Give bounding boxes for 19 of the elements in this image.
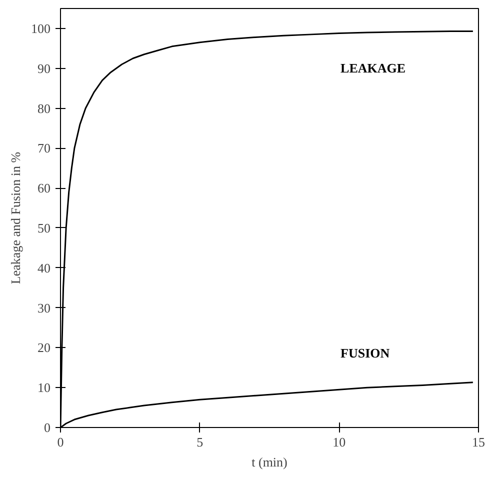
x-tick-label: 0 [57, 434, 64, 450]
x-tick-label: 5 [196, 434, 204, 450]
text: FUSION [340, 345, 390, 360]
x-axis-title: t (min) [252, 454, 288, 470]
y-tick-label: 90 [38, 60, 50, 76]
y-tick-label: 70 [38, 140, 50, 156]
y-tick-label: 20 [38, 340, 50, 356]
y-tick-label: 80 [38, 100, 50, 116]
x-tick-label: 15 [472, 434, 485, 450]
y-tick-label: 60 [38, 180, 50, 196]
y-tick-label: 30 [38, 300, 50, 316]
y-tick-label: 10 [38, 380, 50, 396]
y-tick-label: 50 [38, 220, 50, 236]
x-tick-label: 10 [332, 434, 346, 450]
y-tick-label: 100 [31, 20, 50, 36]
text: LEAKAGE [340, 60, 406, 76]
y-tick-label: 40 [38, 260, 50, 276]
y-axis-title: Leakage and Fusion in % [8, 152, 23, 284]
y-tick-label: 0 [44, 420, 50, 435]
